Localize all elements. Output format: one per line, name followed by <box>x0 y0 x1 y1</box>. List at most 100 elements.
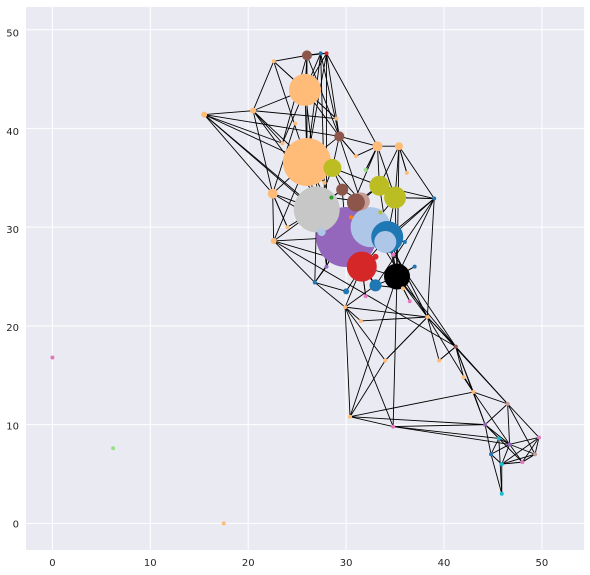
edge-198 <box>360 316 428 322</box>
y-tick-label-3: 30 <box>6 225 19 236</box>
edge-148 <box>393 426 510 445</box>
node-47 <box>499 491 504 496</box>
node-45 <box>499 462 504 467</box>
edge-9 <box>252 61 275 111</box>
node-54 <box>402 239 407 244</box>
node-68 <box>407 299 412 304</box>
edge-200 <box>438 346 457 361</box>
node-46 <box>489 452 493 457</box>
edge-145 <box>349 360 386 417</box>
node-1 <box>111 446 116 451</box>
edge-149 <box>473 391 508 405</box>
edge-42 <box>338 136 362 202</box>
x-tick-label-3: 30 <box>340 558 353 569</box>
edge-36 <box>252 110 283 144</box>
x-tick-label-4: 40 <box>438 558 451 569</box>
edge-176 <box>490 453 503 465</box>
node-12 <box>394 142 403 151</box>
edge-87 <box>396 198 435 277</box>
node-9 <box>250 107 257 114</box>
edge-169 <box>521 437 540 463</box>
edge-7 <box>273 54 308 62</box>
edge-124 <box>314 282 346 308</box>
node-48 <box>317 228 326 237</box>
edge-142 <box>349 416 394 428</box>
node-38 <box>505 401 510 406</box>
edge-127 <box>345 306 428 318</box>
node-17 <box>267 188 278 199</box>
edge-126 <box>314 266 327 283</box>
edge-163 <box>498 438 503 494</box>
node-5 <box>301 50 312 61</box>
node-61 <box>322 180 327 185</box>
node-52 <box>372 253 379 260</box>
node-43 <box>536 435 541 440</box>
edge-24 <box>326 53 340 137</box>
node-42 <box>520 460 525 465</box>
edge-199 <box>384 316 428 361</box>
edge-155 <box>507 403 536 455</box>
node-7 <box>324 51 329 56</box>
edge-171 <box>501 461 523 465</box>
edge-72 <box>272 193 275 241</box>
edge-138 <box>455 346 508 405</box>
edge-173 <box>501 437 540 465</box>
node-29 <box>369 279 382 292</box>
node-20 <box>346 193 365 212</box>
edge-168 <box>490 443 510 455</box>
node-8 <box>289 73 321 106</box>
node-6 <box>318 51 323 56</box>
edge-174 <box>501 453 536 465</box>
node-11 <box>372 141 383 152</box>
edge-130 <box>344 306 362 322</box>
edge-206 <box>396 146 400 277</box>
edge-167 <box>501 444 511 465</box>
x-tick-labels: 0 10 20 30 40 50 <box>49 558 548 569</box>
nodes <box>50 50 541 526</box>
edge-121 <box>392 276 398 427</box>
node-0 <box>50 355 55 360</box>
edge-109 <box>273 240 456 348</box>
node-63 <box>293 121 298 126</box>
edge-116 <box>344 285 376 308</box>
edge-37 <box>253 110 337 120</box>
edge-147 <box>393 426 499 439</box>
node-57 <box>400 286 405 291</box>
node-49 <box>329 195 334 200</box>
edge-175 <box>522 453 536 463</box>
edge-0 <box>204 110 254 116</box>
y-tick-label-0: 0 <box>13 520 19 531</box>
node-64 <box>280 141 285 146</box>
node-30 <box>384 263 411 290</box>
edge-207 <box>426 198 435 318</box>
edge-172 <box>534 437 540 455</box>
edge-25 <box>326 53 378 147</box>
y-tick-label-1: 10 <box>6 421 19 432</box>
edge-146 <box>393 424 486 428</box>
node-2 <box>221 521 226 526</box>
node-41 <box>507 442 512 447</box>
node-51 <box>378 210 383 215</box>
edge-156 <box>507 403 511 445</box>
edge-136 <box>426 316 440 361</box>
edge-119 <box>396 276 457 347</box>
node-44 <box>533 452 538 457</box>
edge-201 <box>463 376 474 393</box>
edge-144 <box>350 416 486 426</box>
edge-193 <box>272 193 288 228</box>
node-69 <box>358 318 363 323</box>
y-tick-labels: 0 10 20 30 40 50 <box>6 29 19 531</box>
edge-161 <box>498 438 510 445</box>
edge-191 <box>398 146 408 173</box>
node-39 <box>483 422 488 427</box>
node-55 <box>343 288 350 295</box>
x-tick-label-5: 50 <box>536 558 549 569</box>
node-15 <box>369 175 390 196</box>
node-58 <box>353 154 358 159</box>
edge-141 <box>455 346 465 378</box>
edge-153 <box>484 403 508 425</box>
edge-107 <box>273 240 316 283</box>
edge-39 <box>339 135 378 147</box>
node-65 <box>334 116 339 121</box>
node-56 <box>363 294 368 299</box>
